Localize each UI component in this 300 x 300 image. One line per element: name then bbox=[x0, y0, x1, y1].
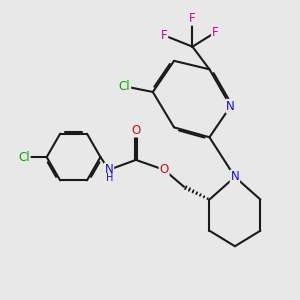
Text: F: F bbox=[161, 29, 167, 42]
Text: N: N bbox=[230, 170, 239, 183]
Text: Cl: Cl bbox=[119, 80, 130, 93]
Text: N: N bbox=[226, 100, 235, 112]
Text: F: F bbox=[212, 26, 218, 39]
Text: O: O bbox=[160, 163, 169, 176]
Text: H: H bbox=[106, 173, 113, 183]
Text: Cl: Cl bbox=[18, 151, 30, 164]
Text: N: N bbox=[105, 163, 113, 176]
Text: O: O bbox=[131, 124, 140, 137]
Text: F: F bbox=[189, 12, 196, 25]
